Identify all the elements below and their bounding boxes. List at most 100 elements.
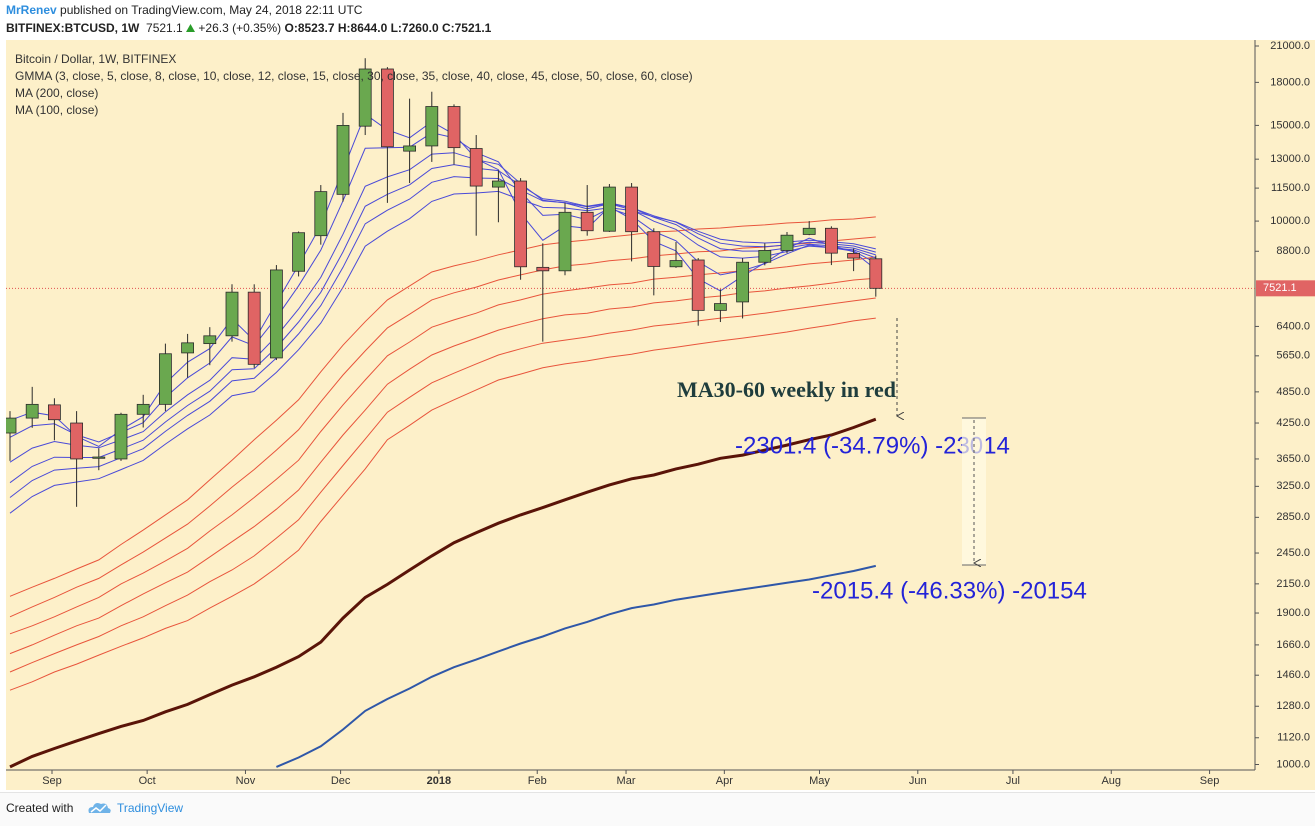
gmma-short-line: [9, 113, 877, 447]
gmma-long-line: [9, 277, 876, 655]
candle-body: [336, 125, 350, 195]
x-tick-label: Sep: [42, 775, 62, 787]
y-tick-label: 2850.0: [1276, 511, 1310, 523]
ohlc: L:7260.0: [390, 21, 439, 35]
candle-body: [758, 250, 772, 263]
chart: 21000.0 18000.0 15000.0 13000.0 11500.0 10000…: [6, 40, 1315, 790]
gmma-short-line: [9, 176, 876, 498]
y-tick-label: 3650.0: [1276, 453, 1310, 465]
candle-body: [536, 266, 550, 272]
candle-body: [802, 227, 816, 235]
x-tick-label: Oct: [139, 775, 156, 787]
header: MrRenev published on TradingView.com, Ma…: [0, 0, 1315, 40]
y-tick-label: 13000.0: [1270, 153, 1310, 165]
annotation: -2015.4 (-46.33%) -20154: [812, 577, 1087, 604]
y-tick-label: 1280.0: [1276, 700, 1310, 712]
gmma-long-line: [9, 256, 876, 635]
x-tick-label: 2018: [427, 775, 451, 787]
legend: Bitcoin / Dollar, 1W, BITFINEX GMMA (3, …: [15, 52, 693, 117]
x-tick-label: Nov: [236, 775, 256, 787]
annotations: MA30-60 weekly in red -2301.4 (-34.79%) …: [677, 318, 1087, 604]
candle-body: [269, 269, 283, 359]
x-tick-label: May: [809, 775, 830, 787]
annotation: MA30-60 weekly in red: [677, 377, 896, 402]
footer: Created with TradingView: [0, 792, 1315, 826]
y-tick-label: 5650.0: [1276, 350, 1310, 362]
candle-body: [869, 258, 883, 289]
candle-body: [780, 234, 794, 251]
y-tick-label: 10000.0: [1270, 215, 1310, 227]
candle-body: [225, 291, 239, 337]
ma100-line: [276, 564, 877, 768]
candle-body: [92, 456, 106, 459]
candle-body: [25, 403, 39, 419]
x-tick-label: Mar: [617, 775, 636, 787]
gmma-long-line: [9, 216, 876, 597]
candle-body: [514, 180, 527, 268]
price-axis: 21000.0 18000.0 15000.0 13000.0 11500.0 10000…: [1255, 40, 1315, 770]
time-axis: Sep Oct Nov Dec 2018 Feb Mar Apr May Jun Jul Aug Sep: [42, 770, 1219, 787]
candle-body: [380, 68, 394, 148]
y-tick-label: 18000.0: [1270, 76, 1310, 88]
ohlc: H:8644.0: [337, 21, 388, 35]
candle-layer: [6, 58, 883, 507]
x-tick-label: Jul: [1006, 775, 1020, 787]
y-tick-label: 1460.0: [1276, 669, 1310, 681]
legend-title: Bitcoin / Dollar, 1W, BITFINEX: [15, 52, 176, 66]
gmma-short-line: [9, 164, 876, 484]
brand: TradingView: [117, 801, 184, 815]
candle-body: [6, 417, 17, 434]
logo: [88, 803, 111, 813]
candle-body: [691, 259, 705, 311]
y-tick-label: 6400.0: [1276, 320, 1310, 332]
gmma-long-line: [9, 317, 876, 691]
candle-body: [825, 227, 838, 254]
candle-body: [203, 335, 217, 345]
candle-body: [580, 211, 594, 232]
candle-body: [292, 232, 306, 272]
ohlc: C:7521.1: [441, 21, 492, 35]
candle-body: [603, 186, 616, 232]
up-icon: [186, 24, 196, 32]
gmma-short-line: [9, 152, 876, 463]
candle-body: [491, 180, 505, 188]
candle-body: [70, 422, 83, 460]
candle-body: [114, 413, 128, 460]
header-row: BITFINEX:BTCUSD, 1W 7521.1 +26.3 (+0.35%…: [6, 21, 491, 35]
candle-body: [714, 303, 727, 311]
candle-body: [358, 68, 372, 127]
y-tick-label: 1000.0: [1276, 758, 1310, 770]
legend-ma200: MA (200, close): [15, 86, 98, 100]
candle-body: [314, 191, 328, 237]
y-tick-label: 11500.0: [1271, 182, 1310, 194]
published: published on TradingView.com, May 24, 20…: [60, 3, 363, 17]
candle-body: [136, 403, 150, 415]
y-tick-label: 1900.0: [1276, 607, 1310, 619]
created-with: Created with: [6, 801, 74, 815]
y-tick-label: 8800.0: [1276, 245, 1310, 257]
x-tick-label: Jun: [909, 775, 927, 787]
y-tick-label: 2150.0: [1276, 578, 1310, 590]
last-price-label: 7521.1: [1263, 282, 1297, 294]
y-tick-label: 1660.0: [1276, 639, 1310, 651]
x-tick-label: Apr: [716, 775, 733, 787]
author: MrRenev: [6, 3, 57, 17]
ohlc: O:8523.7: [284, 21, 335, 35]
x-tick-label: Aug: [1101, 775, 1121, 787]
y-tick-label: 4850.0: [1276, 386, 1310, 398]
y-tick-label: 21000.0: [1270, 40, 1310, 52]
indicator-layer: [6, 113, 1255, 769]
y-tick-label: 2450.0: [1276, 547, 1310, 559]
gmma-short-line: [9, 132, 877, 443]
candle-body: [425, 106, 439, 147]
y-tick-label: 1120.0: [1277, 732, 1310, 744]
y-tick-label: 15000.0: [1270, 119, 1310, 131]
candle-body: [625, 186, 638, 233]
plot-background: [6, 40, 1315, 790]
candle-body: [647, 231, 661, 267]
candle-body: [158, 353, 172, 405]
symbol: BITFINEX:BTCUSD, 1W: [6, 21, 140, 35]
gmma-short-line: [9, 190, 876, 514]
ma200-line: [9, 417, 877, 769]
candle-body: [469, 148, 483, 187]
